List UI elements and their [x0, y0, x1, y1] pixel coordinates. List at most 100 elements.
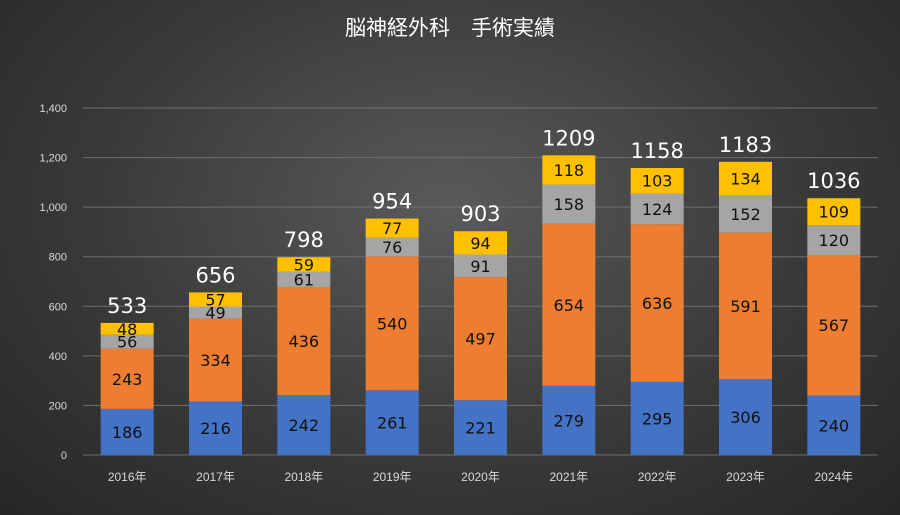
segment-value-label: 118: [554, 161, 585, 180]
bar-segment: [630, 224, 684, 382]
bar-segment: [100, 408, 154, 455]
bar-segment: [630, 381, 684, 455]
bar-segment: [454, 231, 507, 255]
bar-segment: [454, 277, 507, 401]
segment-value-label: 216: [200, 419, 231, 438]
segment-value-label: 243: [112, 370, 143, 389]
segment-value-label: 48: [117, 320, 137, 339]
segment-value-label: 124: [642, 200, 673, 219]
segment-value-label: 120: [819, 231, 850, 250]
bar-segment: [630, 167, 684, 194]
segment-value-label: 94: [470, 234, 490, 253]
bar-segment: [277, 395, 331, 455]
segment-value-label: 240: [819, 416, 850, 435]
bar-segment: [542, 223, 596, 386]
bar-segment: [100, 334, 154, 349]
bar-segment: [454, 254, 507, 278]
bar-segment: [277, 286, 331, 396]
bar-segment: [277, 257, 331, 272]
bar-segment: [189, 318, 242, 402]
total-value-label: 1036: [807, 169, 860, 193]
bar-segment: [807, 395, 861, 455]
segment-value-label: 221: [465, 419, 496, 438]
x-tick-label: 2020年: [461, 470, 500, 484]
y-tick-label: 0: [61, 450, 67, 462]
bar-segment: [630, 193, 684, 225]
segment-value-label: 158: [554, 195, 585, 214]
total-labels: 533 656 798 954 903 1209 1158 1183 1036: [107, 126, 860, 318]
bars: [100, 155, 861, 455]
bar-segment: [719, 232, 772, 380]
bar-segment: [189, 292, 242, 307]
x-tick-label: 2018年: [284, 470, 323, 484]
x-tick-label: 2023年: [726, 470, 765, 484]
bar-segment: [719, 379, 772, 455]
segment-value-label: 295: [642, 409, 673, 428]
bar-segment: [719, 161, 772, 195]
y-tick-label: 1,000: [39, 202, 67, 214]
segment-value-label: 57: [205, 290, 225, 309]
bar-segment: [807, 225, 861, 255]
bar-segment: [365, 218, 419, 238]
bar-segment: [807, 198, 861, 226]
total-value-label: 954: [372, 190, 412, 214]
segment-value-label: 152: [730, 205, 761, 224]
y-tick-label: 400: [49, 351, 67, 363]
x-tick-label: 2024年: [814, 470, 853, 484]
segment-value-label: 636: [642, 294, 673, 313]
x-tick-label: 2022年: [638, 470, 677, 484]
segment-value-label: 306: [730, 408, 761, 427]
y-tick-label: 1,400: [39, 103, 67, 115]
x-tick-label: 2019年: [373, 470, 412, 484]
total-value-label: 1209: [542, 126, 595, 150]
segment-value-label: 186: [112, 423, 143, 442]
segment-value-label: 334: [200, 351, 231, 370]
bar-segment: [100, 348, 154, 409]
segment-value-label: 540: [377, 314, 408, 333]
total-value-label: 533: [107, 294, 147, 318]
x-tick-label: 2017年: [196, 470, 235, 484]
chart-title: 脳神経外科 手術実績: [345, 16, 555, 40]
bar-segment: [189, 306, 242, 319]
x-axis-ticks: 2016年 2017年 2018年 2019年 2020年 2021年 2022年 2023年…: [108, 470, 853, 484]
bar-segment: [542, 385, 596, 455]
segment-value-label: 77: [382, 219, 402, 238]
segment-value-label: 49: [205, 304, 225, 323]
segment-value-label: 279: [554, 411, 585, 430]
segment-value-label: 261: [377, 414, 408, 433]
bar-segment: [365, 237, 419, 257]
y-tick-label: 200: [49, 400, 67, 412]
total-value-label: 798: [284, 228, 324, 252]
bar-segment: [454, 400, 507, 455]
segment-value-label: 56: [117, 333, 137, 352]
y-tick-label: 600: [49, 301, 67, 313]
segment-value-label: 654: [554, 296, 585, 315]
segment-value-label: 497: [465, 330, 496, 349]
segment-value-label: 109: [819, 203, 850, 222]
segment-value-label: 103: [642, 172, 673, 191]
segment-value-label: 436: [289, 332, 320, 351]
total-value-label: 656: [195, 263, 235, 287]
total-value-label: 903: [460, 202, 500, 226]
segment-value-label: 134: [730, 169, 761, 188]
y-tick-label: 800: [49, 252, 67, 264]
segment-value-label: 567: [819, 316, 850, 335]
segment-value-label: 591: [730, 297, 761, 316]
bar-segment: [189, 401, 242, 455]
total-value-label: 1183: [719, 133, 772, 157]
x-tick-label: 2016年: [108, 470, 147, 484]
y-axis-ticks: 0 200 400 600 800 1,000 1,200 1,400: [39, 103, 67, 462]
segment-value-label: 242: [289, 416, 320, 435]
segment-value-label: 76: [382, 238, 402, 257]
total-value-label: 1158: [630, 139, 683, 163]
y-tick-label: 1,200: [39, 153, 67, 165]
bar-segment: [365, 256, 419, 391]
segment-value-label: 61: [294, 270, 314, 289]
bar-segment: [807, 254, 861, 396]
bar-segment: [277, 271, 331, 287]
bar-segment: [365, 390, 419, 455]
bar-segment: [542, 155, 596, 185]
